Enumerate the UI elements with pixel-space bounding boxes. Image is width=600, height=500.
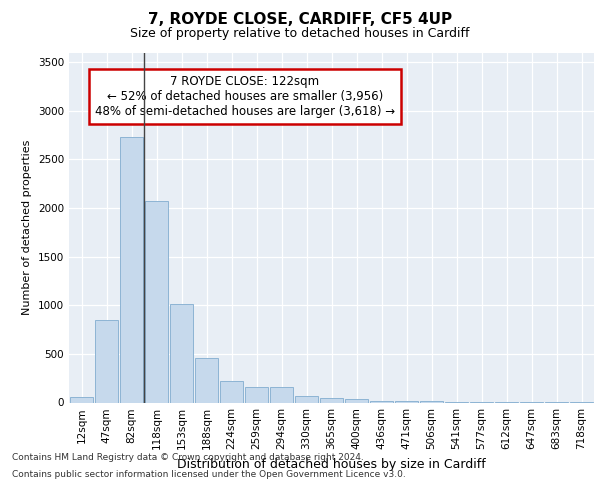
Text: Contains public sector information licensed under the Open Government Licence v3: Contains public sector information licen… bbox=[12, 470, 406, 479]
X-axis label: Distribution of detached houses by size in Cardiff: Distribution of detached houses by size … bbox=[177, 458, 486, 471]
Bar bbox=[145, 201, 169, 402]
Bar bbox=[170, 304, 193, 402]
Bar bbox=[220, 381, 244, 402]
Bar bbox=[245, 388, 268, 402]
Y-axis label: Number of detached properties: Number of detached properties bbox=[22, 140, 32, 315]
Bar bbox=[70, 397, 94, 402]
Text: 7 ROYDE CLOSE: 122sqm
← 52% of detached houses are smaller (3,956)
48% of semi-d: 7 ROYDE CLOSE: 122sqm ← 52% of detached … bbox=[95, 75, 395, 118]
Bar bbox=[419, 401, 443, 402]
Bar bbox=[119, 137, 143, 402]
Bar bbox=[320, 398, 343, 402]
Bar bbox=[370, 400, 394, 402]
Bar bbox=[395, 400, 418, 402]
Bar bbox=[269, 388, 293, 402]
Bar bbox=[194, 358, 218, 403]
Text: Size of property relative to detached houses in Cardiff: Size of property relative to detached ho… bbox=[130, 28, 470, 40]
Text: Contains HM Land Registry data © Crown copyright and database right 2024.: Contains HM Land Registry data © Crown c… bbox=[12, 452, 364, 462]
Bar bbox=[344, 398, 368, 402]
Text: 7, ROYDE CLOSE, CARDIFF, CF5 4UP: 7, ROYDE CLOSE, CARDIFF, CF5 4UP bbox=[148, 12, 452, 28]
Bar bbox=[95, 320, 118, 402]
Bar bbox=[295, 396, 319, 402]
